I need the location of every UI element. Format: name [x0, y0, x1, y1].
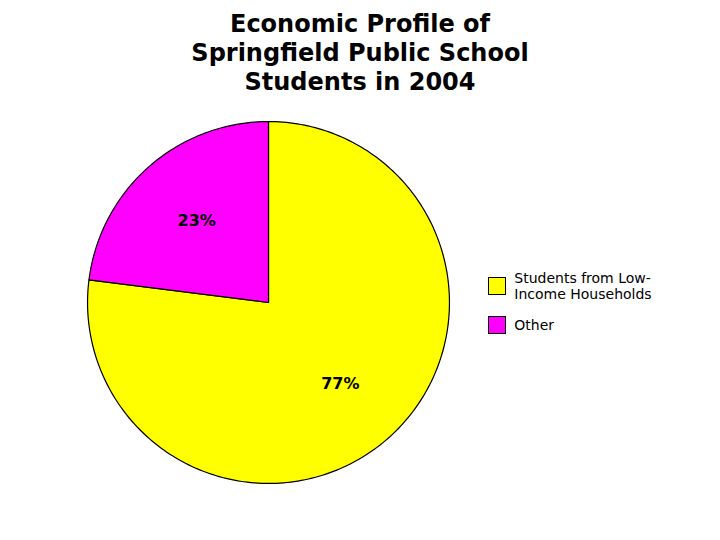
svg-text:23%: 23% — [178, 212, 216, 231]
html-text:Economic Profile of Springfiel: Economic Profile of Springfield Public S… — [191, 10, 529, 96]
html-text:Other: Other — [514, 317, 555, 334]
html-text:Students from Low- Income Hous: Students from Low- Income Households — [514, 270, 652, 303]
svg-text:77%: 77% — [321, 374, 359, 393]
